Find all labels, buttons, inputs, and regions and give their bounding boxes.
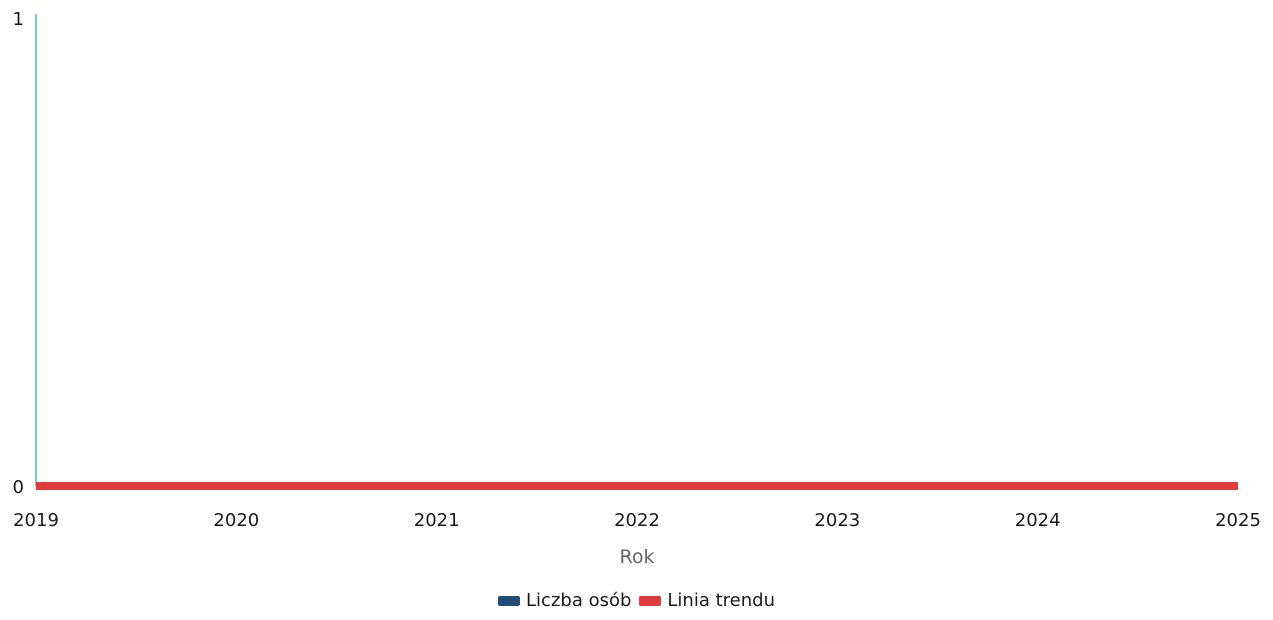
y-tick-label-1: 1	[13, 9, 24, 30]
legend-item-series-0[interactable]: Liczba osób	[498, 590, 631, 611]
legend-item-series-1[interactable]: Linia trendu	[639, 590, 775, 611]
y-axis-ticks: 01	[13, 9, 24, 498]
line-chart: 01 2019 2020 2021 2022 2023 2024 2025 Rok	[13, 9, 1261, 568]
x-tick-label-2019: 2019	[13, 510, 59, 531]
x-tick-label-2020: 2020	[213, 510, 259, 531]
x-tick-label-2021: 2021	[414, 510, 460, 531]
legend-label-series-0: Liczba osób	[526, 590, 632, 611]
y-tick-label-0: 0	[13, 477, 24, 498]
legend-swatch-series-1	[639, 595, 662, 606]
legend: Liczba osób Linia trendu	[0, 590, 1273, 611]
x-tick-label-2022: 2022	[614, 510, 660, 531]
x-axis-ticks: 2019 2020 2021 2022 2023 2024 2025	[13, 510, 1261, 531]
x-tick-label-2025: 2025	[1215, 510, 1261, 531]
legend-label-series-1: Linia trendu	[667, 590, 775, 611]
x-tick-label-2023: 2023	[814, 510, 860, 531]
legend-swatch-series-0	[498, 595, 521, 606]
x-tick-label-2024: 2024	[1015, 510, 1061, 531]
x-axis-title: Rok	[620, 546, 655, 568]
